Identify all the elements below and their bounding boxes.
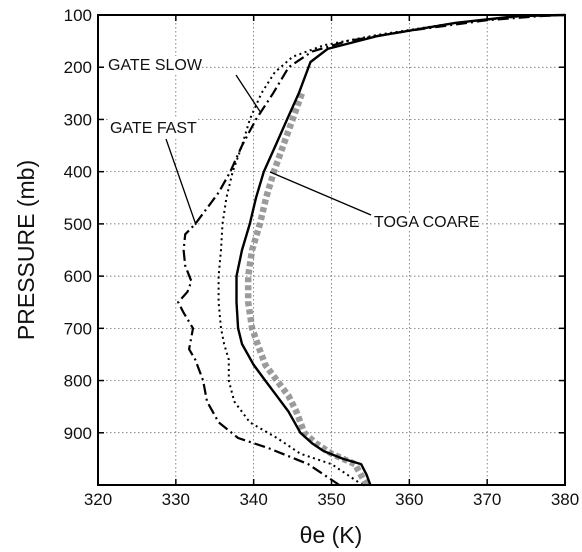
y-tick-label: 500 xyxy=(64,215,92,234)
x-tick-label: 320 xyxy=(84,490,112,509)
series-layer xyxy=(177,13,566,487)
y-tick-label: 200 xyxy=(64,58,92,77)
y-tick-label: 600 xyxy=(64,267,92,286)
y-tick-label: 400 xyxy=(64,163,92,182)
annotation-toga-coare: TOGA COARE xyxy=(374,214,480,231)
annotation-leader-toga-coare xyxy=(269,171,372,216)
series-line-toga-coare xyxy=(235,13,566,486)
y-tick-label: 800 xyxy=(64,372,92,391)
y-tick-label: 300 xyxy=(64,110,92,129)
annotation-background xyxy=(372,213,471,231)
series-line-gate-fast xyxy=(177,13,566,486)
x-tick-label: 330 xyxy=(162,490,190,509)
grid xyxy=(98,15,565,485)
x-tick-label: 350 xyxy=(317,490,345,509)
annotations: GATE SLOW GATE FAST TOGA COARE xyxy=(106,56,480,231)
y-axis-label: PRESSURE (mb) xyxy=(13,160,39,340)
x-axis-label: θe (K) xyxy=(300,522,363,548)
x-tick-label: 360 xyxy=(395,490,423,509)
y-tick-label: 700 xyxy=(64,319,92,338)
annotation-leader-gate-fast xyxy=(165,138,197,226)
annotation-leader-gate-slow xyxy=(235,74,262,114)
annotation-gate-slow: GATE SLOW xyxy=(108,57,203,74)
x-tick-label: 370 xyxy=(473,490,501,509)
y-tick-label: 100 xyxy=(64,6,92,25)
series-line-toga-coare-shaded xyxy=(244,92,370,487)
plot-frame xyxy=(97,14,566,486)
series-line-gate-slow xyxy=(217,14,550,486)
ticks: 320 330 340 350 360 370 380 100 200 300 400 500 600 7… xyxy=(64,6,580,509)
annotation-background xyxy=(108,119,198,137)
x-tick-label: 380 xyxy=(551,490,579,509)
annotation-background xyxy=(106,56,196,74)
annotation-gate-fast: GATE FAST xyxy=(110,120,197,137)
x-tick-label: 340 xyxy=(239,490,267,509)
y-tick-label: 900 xyxy=(64,424,92,443)
